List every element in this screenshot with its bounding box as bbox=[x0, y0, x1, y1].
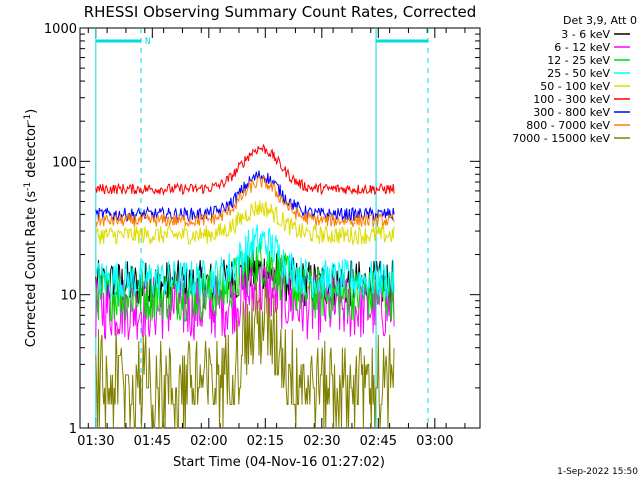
night-label: N bbox=[145, 37, 150, 47]
plot-area: 1 10 100 1000 01:30 01:45 02:00 02:15 02:30 02:45… bbox=[44, 22, 481, 449]
legend-label: 12 - 25 keV bbox=[547, 54, 610, 67]
y-axis-label: Corrected Count Rate (s-1 detector-1) bbox=[23, 109, 39, 347]
x-tick-label: 01:45 bbox=[134, 434, 171, 449]
y-tick-label: 1 bbox=[69, 422, 77, 437]
x-axis-label: Start Time (04-Nov-16 01:27:02) bbox=[173, 455, 385, 470]
y-tick-label: 10 bbox=[60, 289, 77, 304]
x-tick-label: 02:30 bbox=[303, 434, 340, 449]
legend-label: 800 - 7000 keV bbox=[526, 119, 610, 132]
y-tick-label: 1000 bbox=[44, 22, 77, 37]
x-tick-label: 03:00 bbox=[416, 434, 453, 449]
legend-label: 100 - 300 keV bbox=[533, 93, 610, 106]
series-line-8 bbox=[95, 281, 395, 429]
x-tick-label: 02:00 bbox=[190, 434, 227, 449]
legend-label: 25 - 50 keV bbox=[547, 67, 610, 80]
series-line-5 bbox=[95, 143, 395, 197]
legend-label: 300 - 800 keV bbox=[533, 106, 610, 119]
series-line-3 bbox=[95, 224, 395, 300]
x-tick-label: 02:15 bbox=[247, 434, 284, 449]
chart-title: RHESSI Observing Summary Count Rates, Co… bbox=[84, 3, 477, 21]
x-tick-label: 01:30 bbox=[77, 434, 114, 449]
legend-label: 50 - 100 keV bbox=[540, 80, 610, 93]
series-line-4 bbox=[95, 200, 395, 247]
legend-header: Det 3,9, Att 0 bbox=[563, 14, 637, 27]
plot-frame bbox=[79, 27, 481, 429]
legend-label: 7000 - 15000 keV bbox=[512, 132, 610, 145]
footer-timestamp: 1-Sep-2022 15:50 bbox=[557, 467, 638, 477]
y-tick-label: 100 bbox=[52, 155, 77, 170]
legend-label: 6 - 12 keV bbox=[554, 41, 610, 54]
x-tick-label: 02:45 bbox=[360, 434, 397, 449]
legend-label: 3 - 6 keV bbox=[561, 28, 610, 41]
series-line-7 bbox=[95, 175, 395, 228]
